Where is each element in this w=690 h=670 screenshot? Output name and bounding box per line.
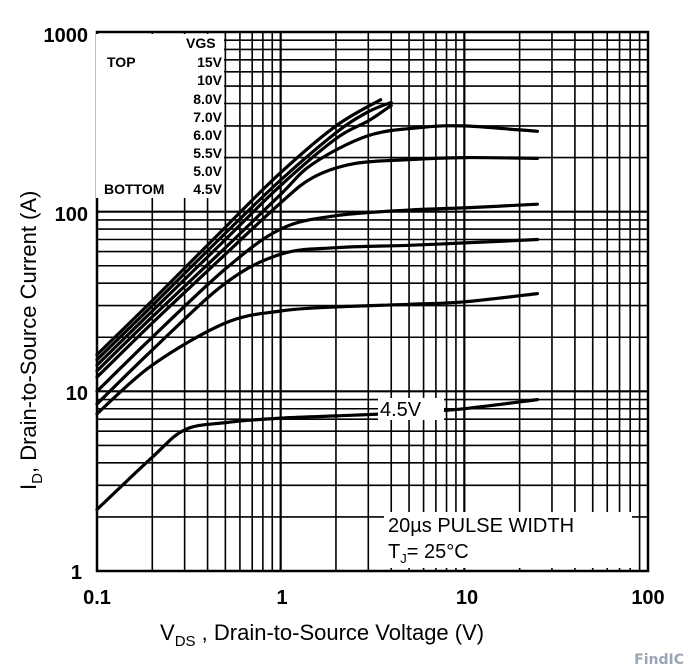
x-tick-label-2: 10	[456, 587, 478, 609]
series-line-6	[95, 237, 539, 406]
series-line-3	[95, 124, 539, 373]
legend-entry: 15V	[197, 54, 223, 70]
legend-entry: 10V	[197, 72, 223, 88]
legend-entry: 5.0V	[193, 163, 222, 179]
series-line-0	[95, 98, 383, 357]
y-axis-title: ID, Drain-to-Source Current (A)	[16, 191, 46, 490]
series-line-8	[95, 398, 539, 512]
x-axis-title: VDS , Drain-to-Source Voltage (V)	[160, 620, 484, 650]
y-tick-label-1: 10	[66, 383, 88, 405]
y-tick-label-2: 100	[55, 204, 88, 226]
plot-frame	[95, 30, 650, 573]
legend-entry: 6.0V	[193, 127, 222, 143]
legend-entry: 7.0V	[193, 109, 222, 125]
legend-top-label: TOP	[107, 54, 136, 70]
legend-entry: 4.5V	[193, 181, 222, 197]
legend-entry: 8.0V	[193, 91, 222, 107]
grid-lines	[97, 32, 648, 571]
legend: TOP BOTTOM VGS 15V 10V 8.0V 7.0V 6.0V 5.…	[96, 34, 224, 198]
watermark: FindIC	[634, 652, 684, 668]
series-line-7	[95, 292, 539, 416]
series-line-1	[95, 100, 393, 362]
series-line-5	[95, 202, 539, 393]
legend-bottom-label: BOTTOM	[104, 181, 164, 197]
y-tick-label-0: 1	[71, 562, 82, 584]
x-tick-label-1: 1	[276, 587, 287, 609]
y-tick-label-3: 1000	[44, 25, 89, 47]
legend-entry: 5.5V	[193, 145, 222, 161]
x-tick-label-3: 100	[631, 587, 664, 609]
curve-label-4-5v: 4.5V	[380, 399, 422, 421]
x-tick-label-0: 0.1	[83, 587, 111, 609]
series-line-2	[95, 103, 393, 367]
curves	[95, 98, 539, 512]
pulse-width-note: 20µs PULSE WIDTH	[388, 515, 574, 537]
legend-header: VGS	[186, 35, 216, 51]
series-line-4	[95, 155, 539, 379]
junction-temperature-note: TJ= 25°C	[388, 541, 469, 566]
